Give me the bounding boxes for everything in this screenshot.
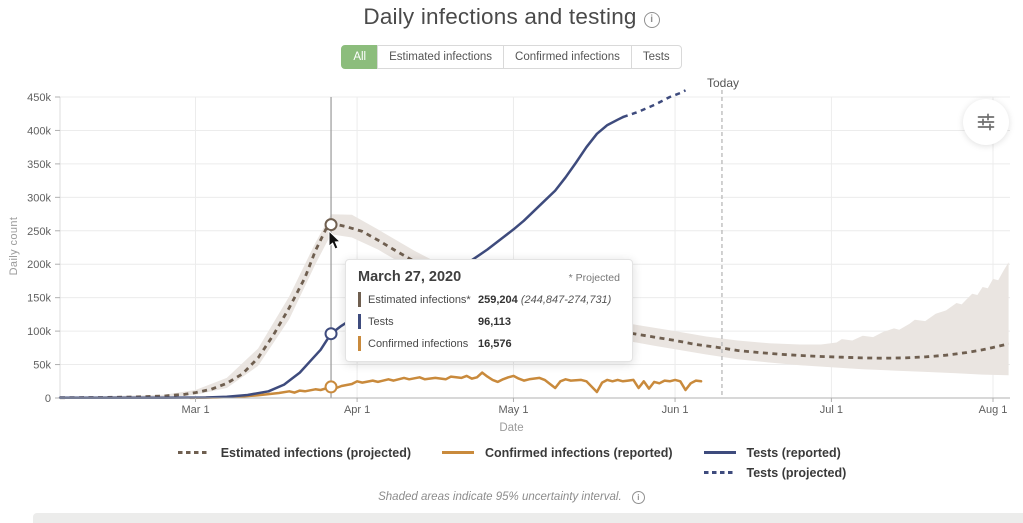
hover-marker-estimated-infections [324,218,338,232]
legend-label: Estimated infections (projected) [220,445,411,460]
tooltip-label: Estimated infections* [368,293,471,306]
estimated-color-bar [358,292,361,307]
tooltip-value: 96,113 [478,315,512,328]
tests-projected-line [622,89,687,119]
info-icon[interactable]: i [643,12,660,28]
x-tick-label: Jul 1 [820,404,843,416]
legend-label: Tests (projected) [746,465,847,480]
chart-legend: Estimated infections (projected) Confirm… [0,444,1023,481]
info-icon[interactable]: i [631,491,645,504]
chart-settings-button[interactable] [963,99,1009,145]
tooltip-date: March 27, 2020 [358,269,462,285]
solid-line-swatch [703,451,736,454]
legend-estimated-projected: Estimated infections (projected) [177,444,411,461]
legend-confirmed-reported: Confirmed infections (reported) [441,444,673,461]
hover-marker-confirmed-infections [324,380,338,394]
tooltip-label: Tests [368,315,394,328]
tooltip-projected-note: * Projected [568,272,620,284]
tab-tests[interactable]: Tests [630,45,682,69]
y-tick-label: 50k [33,360,51,372]
legend-tests-reported: Tests (reported) [703,444,847,461]
y-tick-label: 100k [27,326,51,338]
mouse-cursor [328,229,342,250]
legend-label: Tests (reported) [746,445,841,460]
x-axis-title: Date [499,422,524,434]
tooltip-range: (244,847-274,731) [520,293,612,306]
tab-estimated-infections[interactable]: Estimated infections [377,45,505,69]
tab-all[interactable]: All [341,45,379,69]
y-tick-label: 200k [27,259,51,271]
tab-confirmed-infections[interactable]: Confirmed infections [503,45,632,69]
y-tick-label: 250k [27,226,51,238]
tests-color-bar [358,314,361,329]
x-tick-label: Jun 1 [662,404,689,416]
y-tick-label: 450k [27,92,51,104]
dashed-line-swatch [177,451,210,454]
hover-tooltip: March 27, 2020 * Projected Estimated inf… [345,259,633,362]
sliders-icon [977,113,995,131]
x-tick-label: Aug 1 [979,404,1008,416]
chart-header: Daily infections and testing i [0,4,1023,30]
tooltip-row-tests: Tests 96,113 [358,314,620,329]
y-tick-label: 150k [27,293,51,305]
tooltip-row-confirmed: Confirmed infections 16,576 [358,336,620,351]
y-tick-label: 300k [27,192,51,204]
x-tick-label: Apr 1 [344,404,370,416]
legend-label: Confirmed infections (reported) [485,445,673,460]
confirmed-infections-line [189,371,703,400]
legend-tests-projected: Tests (projected) [703,464,847,481]
series-toggle-tabs: All Estimated infections Confirmed infec… [0,45,1023,69]
y-tick-label: 400k [27,125,51,137]
tooltip-row-estimated: Estimated infections* 259,204 (244,847-2… [358,292,620,307]
x-tick-label: May 1 [498,404,528,416]
page-title: Daily infections and testing [363,4,637,29]
footnote-text: Shaded areas indicate 95% uncertainty in… [378,491,622,503]
tooltip-label: Confirmed infections [368,337,469,350]
next-section-edge [33,513,1023,523]
tooltip-value: 259,204 [478,293,518,306]
confirmed-color-bar [358,336,361,351]
dashed-line-swatch [703,471,736,474]
tooltip-value: 16,576 [478,337,512,350]
today-label: Today [706,76,740,90]
uncertainty-footnote: Shaded areas indicate 95% uncertainty in… [0,491,1023,504]
x-tick-label: Mar 1 [181,404,209,416]
y-tick-label: 350k [27,159,51,171]
solid-line-swatch [442,451,474,454]
hover-marker-tests [324,327,338,341]
y-tick-label: 0 [45,393,51,405]
